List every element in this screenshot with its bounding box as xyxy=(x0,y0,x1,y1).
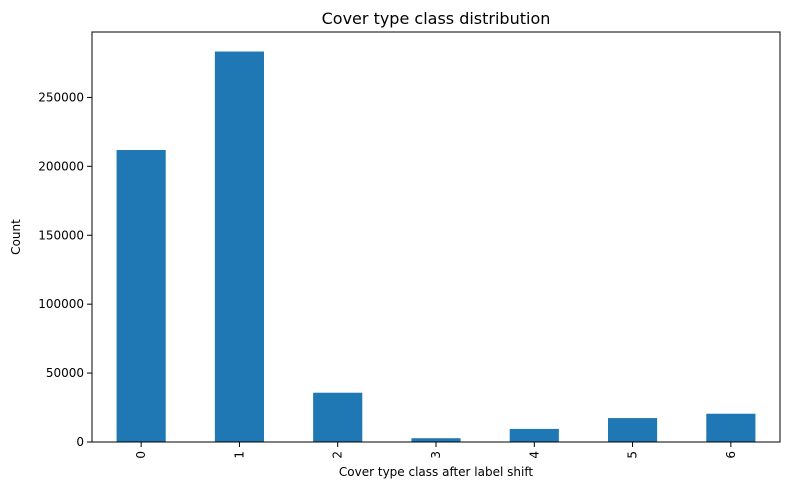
y-axis-label: Count xyxy=(9,219,23,255)
bar-3 xyxy=(411,438,461,442)
bar-1 xyxy=(214,51,264,442)
bar-4 xyxy=(509,428,559,442)
y-tick-label: 200000 xyxy=(38,159,84,173)
bar-0 xyxy=(116,150,166,442)
x-tick-label: 5 xyxy=(626,451,640,459)
bar-5 xyxy=(608,418,658,442)
y-tick-label: 100000 xyxy=(38,297,84,311)
x-tick-label: 0 xyxy=(134,451,148,459)
y-tick-label: 150000 xyxy=(38,228,84,242)
x-tick-label: 3 xyxy=(429,451,443,459)
x-axis-label: Cover type class after label shift xyxy=(339,465,533,479)
plot-frame xyxy=(91,31,781,443)
x-tick-label: 4 xyxy=(527,451,541,459)
bar-2 xyxy=(313,392,363,442)
y-tick-label: 0 xyxy=(76,435,84,449)
y-tick-label: 250000 xyxy=(38,90,84,104)
chart-title: Cover type class distribution xyxy=(322,9,551,28)
bar-6 xyxy=(706,413,756,442)
x-tick-label: 1 xyxy=(232,451,246,459)
x-tick-label: 2 xyxy=(331,451,345,459)
y-tick-label: 50000 xyxy=(46,366,84,380)
x-tick-label: 6 xyxy=(724,451,738,459)
plot-area: 0 50000 100000 150000 200000 250000 0 1 2 3 4 5 6 xyxy=(38,31,781,459)
